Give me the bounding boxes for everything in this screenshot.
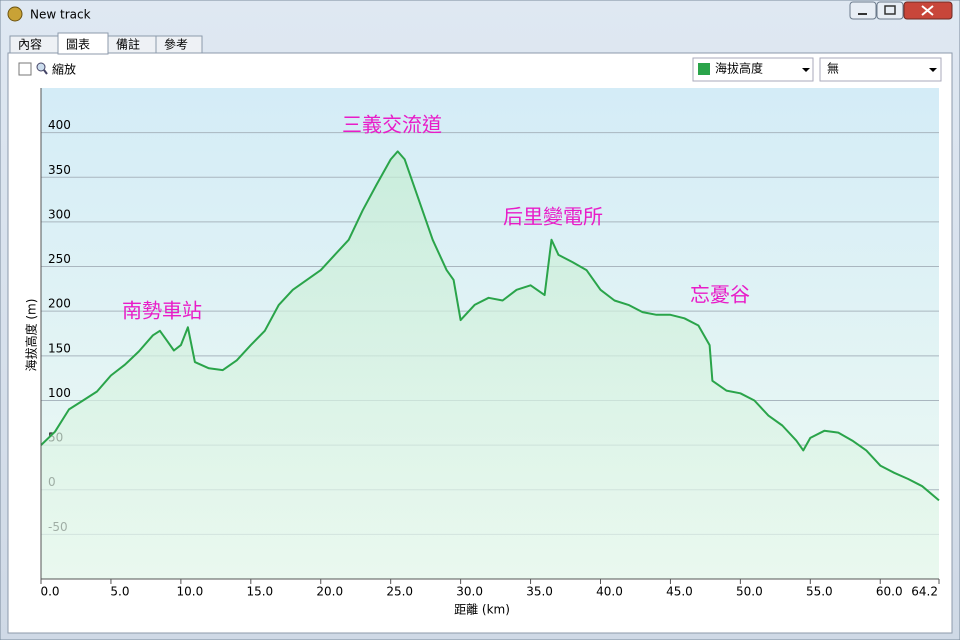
y-tick-label: 250 <box>48 252 71 266</box>
x-tick-label: 15.0 <box>246 585 273 599</box>
window-buttons[interactable] <box>849 1 953 20</box>
y-tick-label: 300 <box>48 207 71 221</box>
x-tick-label: 25.0 <box>386 585 413 599</box>
annotation: 忘憂谷 <box>690 283 750 307</box>
tab-label: 圖表 <box>66 38 90 52</box>
series-swatch <box>698 63 710 75</box>
second-select-box[interactable] <box>819 57 942 82</box>
tab-label: 參考 <box>164 37 188 52</box>
x-tick-label: 5.0 <box>110 585 129 599</box>
tab-label: 備註 <box>116 37 140 52</box>
close-glyph <box>921 5 934 16</box>
annotation: 南勢車站 <box>122 299 202 323</box>
tab-bar: 內容 圖表 備註 參考 <box>9 32 203 55</box>
series-select-text: 海拔高度 <box>715 61 763 76</box>
x-tick-label: 35.0 <box>526 585 553 599</box>
y-tick-label: 100 <box>48 386 71 400</box>
tab-label: 內容 <box>18 37 42 52</box>
x-tick-label: 55.0 <box>806 585 833 599</box>
y-tick-label: 400 <box>48 118 71 132</box>
magnifier-handle <box>43 69 48 75</box>
zoom-checkbox[interactable] <box>18 62 32 76</box>
x-axis-label: 距離 (km) <box>454 603 510 617</box>
window-title: New track <box>30 8 91 22</box>
dropdown-arrow <box>802 68 810 72</box>
x-tick-label: 50.0 <box>736 585 763 599</box>
dropdown-arrow <box>929 68 937 72</box>
second-select[interactable]: 無 <box>819 57 942 82</box>
second-select-text: 無 <box>827 61 839 76</box>
y-tick-label: 350 <box>48 163 71 177</box>
x-tick-label: 10.0 <box>177 585 204 599</box>
annotation: 后里變電所 <box>503 205 603 229</box>
x-tick-label: 64.2 <box>911 585 938 599</box>
minimize-button[interactable] <box>849 1 877 20</box>
annotation: 三義交流道 <box>342 113 442 137</box>
maximize-glyph <box>884 5 896 15</box>
y-tick-label: 150 <box>48 341 71 355</box>
x-tick-label: 40.0 <box>596 585 623 599</box>
x-tick-label: 45.0 <box>666 585 693 599</box>
elevation-line <box>40 150 940 502</box>
y-tick-label: 200 <box>48 297 71 311</box>
x-tick-label: 0.0 <box>40 585 59 599</box>
zoom-label: 縮放 <box>52 62 76 77</box>
series-select[interactable]: 海拔高度 <box>692 57 814 82</box>
x-tick-label: 20.0 <box>316 585 343 599</box>
x-tick-label: 60.0 <box>876 585 903 599</box>
maximize-button[interactable] <box>876 1 904 20</box>
tab[interactable] <box>155 35 203 54</box>
series-select-box[interactable] <box>692 57 814 82</box>
plot: -500501001502002503003504000.05.010.015.… <box>40 113 940 599</box>
app-icon <box>7 6 23 22</box>
y-axis-label: 海拔高度 (m) <box>24 299 39 372</box>
magnifier-icon <box>36 62 46 72</box>
elevation-area <box>41 151 939 579</box>
x-tick-label: 30.0 <box>456 585 483 599</box>
